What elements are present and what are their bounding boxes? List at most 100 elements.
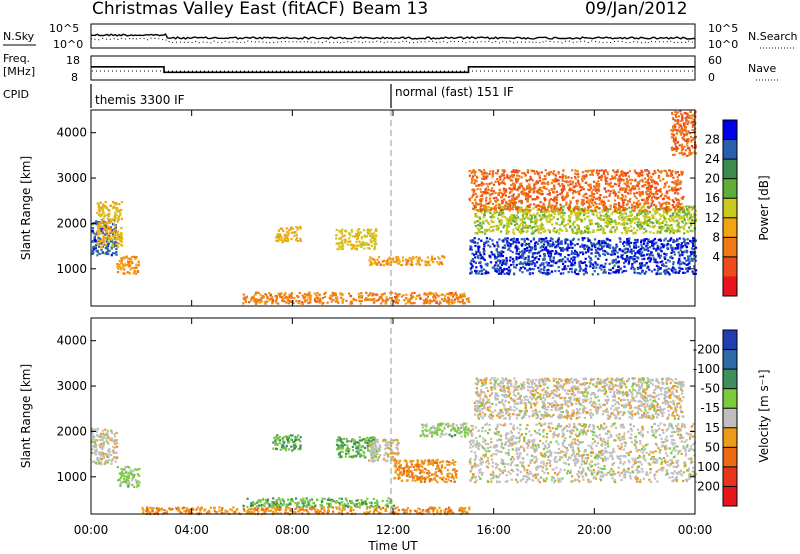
x-tick-label: 00:00: [74, 523, 109, 537]
colorbar-swatch: [723, 139, 737, 160]
time-axis-title: Time UT: [367, 539, 418, 553]
x-tick-label: 20:00: [577, 523, 612, 537]
y-tick-label: 4000: [56, 126, 87, 140]
velocity-colorbar: -200 -100 -50 -15 15 50 100 200: [693, 329, 738, 507]
velocity-region-5: [419, 422, 471, 438]
colorbar-tick-label: 8: [712, 230, 720, 244]
colorbar-swatch: [723, 408, 737, 429]
velocity-region-1: [116, 465, 141, 489]
colorbar-swatch: [723, 330, 737, 351]
power-region-6: [242, 291, 471, 305]
cpid-mode-1: themis 3300 IF: [95, 93, 185, 107]
nsearch-label: N.Search: [748, 30, 798, 43]
power-region-9: [468, 169, 685, 212]
freq-label: Freq.: [3, 52, 30, 65]
nsearch-trace: [90, 37, 696, 44]
freq-tick-bottom: 8: [71, 71, 78, 84]
colorbar-swatch: [723, 388, 737, 409]
freq-panel: Freq. [MHz] 18 8 60 0 Nave: [3, 52, 780, 84]
colorbar-swatch: [723, 276, 737, 297]
colorbar-swatch: [723, 466, 737, 487]
y-tick-label: 4000: [56, 334, 87, 348]
nave-tick-top: 60: [708, 54, 722, 67]
nsky-label: N.Sky: [3, 30, 35, 43]
velocity-colorbar-label: Velocity [m s⁻¹]: [757, 369, 771, 462]
power-region-1: [96, 200, 124, 249]
colorbar-tick-label: 16: [705, 191, 720, 205]
colorbar-tick-label: 28: [705, 133, 720, 147]
x-tick-label: 12:00: [376, 523, 411, 537]
x-tick-label: 16:00: [476, 523, 511, 537]
power-region-10: [670, 110, 698, 157]
colorbar-swatch: [723, 178, 737, 199]
power-ylabel: Slant Range [km]: [19, 156, 33, 260]
velocity-x-axis: [90, 318, 696, 514]
date-title: 09/Jan/2012: [585, 0, 688, 19]
freq-unit: [MHz]: [3, 65, 35, 78]
colorbar-tick-label: 12: [705, 211, 720, 225]
colorbar-swatch: [723, 237, 737, 258]
colorbar-tick-label: 50: [705, 440, 720, 454]
velocity-region-7: [242, 497, 396, 509]
velocity-region-10: [473, 377, 685, 420]
power-region-8: [473, 205, 697, 235]
frequency-trace: [91, 66, 695, 74]
colorbar-tick-label: 4: [712, 250, 720, 264]
time-axis-labels: 00:00 04:00 08:00 12:00 16:00 20:00 00:00: [74, 523, 713, 537]
colorbar-tick-label: -200: [693, 343, 720, 357]
y-tick-label: 3000: [56, 379, 87, 393]
power-colorbar: 28 24 20 16 12 8 4: [705, 119, 738, 297]
colorbar-tick-label: 100: [697, 460, 720, 474]
colorbar-tick-label: -15: [700, 401, 720, 415]
colorbar-swatch: [723, 217, 737, 238]
colorbar-tick-label: 24: [705, 152, 720, 166]
colorbar-swatch: [723, 349, 737, 370]
velocity-region-2: [272, 434, 302, 452]
velocity-region-6: [393, 458, 458, 484]
power-region-4: [335, 228, 378, 251]
colorbar-tick-label: 200: [697, 479, 720, 493]
nsearch-tick-top: 10^5: [708, 22, 738, 35]
power-region-3: [275, 225, 302, 244]
y-tick-label: 1000: [56, 262, 87, 276]
colorbar-tick-label: -100: [693, 362, 720, 376]
freq-tick-top: 18: [66, 54, 80, 67]
colorbar-swatch: [723, 120, 737, 141]
nave-label: Nave: [748, 62, 776, 75]
velocity-panel: 1000 2000 3000 4000 Slant Range [km]: [19, 317, 698, 516]
cpid-mode-2: normal (fast) 151 IF: [395, 85, 514, 99]
nsky-panel: N.Sky 10^5 10^0 10^5 10^0 N.Search: [3, 22, 798, 51]
nsky-trace: [91, 33, 696, 40]
power-panel: 1000 2000 3000 4000 Slant Range [km]: [19, 109, 698, 307]
colorbar-tick-label: 20: [705, 172, 720, 186]
colorbar-swatch: [723, 256, 737, 277]
station-title: Christmas Valley East (fitACF): [92, 0, 345, 19]
beam-title: Beam 13: [352, 0, 428, 19]
x-tick-label: 08:00: [275, 523, 310, 537]
x-tick-label: 04:00: [174, 523, 209, 537]
y-tick-label: 3000: [56, 171, 87, 185]
colorbar-swatch: [723, 198, 737, 219]
colorbar-tick-label: 15: [705, 421, 720, 435]
cpid-panel: CPID themis 3300 IF normal (fast) 151 IF: [3, 84, 514, 108]
power-x-axis: [90, 110, 696, 306]
power-y-axis: 1000 2000 3000 4000: [56, 126, 695, 276]
colorbar-swatch: [723, 369, 737, 390]
y-tick-label: 2000: [56, 216, 87, 230]
power-colorbar-label: Power [dB]: [757, 175, 771, 240]
colorbar-tick-label: -50: [700, 382, 720, 396]
power-region-5: [368, 255, 446, 267]
x-tick-label: 00:00: [678, 523, 713, 537]
velocity-scatter: [91, 377, 698, 516]
velocity-y-axis: 1000 2000 3000 4000: [56, 334, 695, 484]
y-tick-label: 1000: [56, 470, 87, 484]
cpid-label: CPID: [3, 88, 29, 101]
colorbar-swatch: [723, 427, 737, 448]
colorbar-swatch: [723, 159, 737, 180]
colorbar-swatch: [723, 447, 737, 468]
y-tick-label: 2000: [56, 424, 87, 438]
nsky-tick-bottom: 10^0: [53, 38, 83, 51]
nsearch-tick-bottom: 10^0: [708, 38, 738, 51]
velocity-ylabel: Slant Range [km]: [19, 364, 33, 468]
